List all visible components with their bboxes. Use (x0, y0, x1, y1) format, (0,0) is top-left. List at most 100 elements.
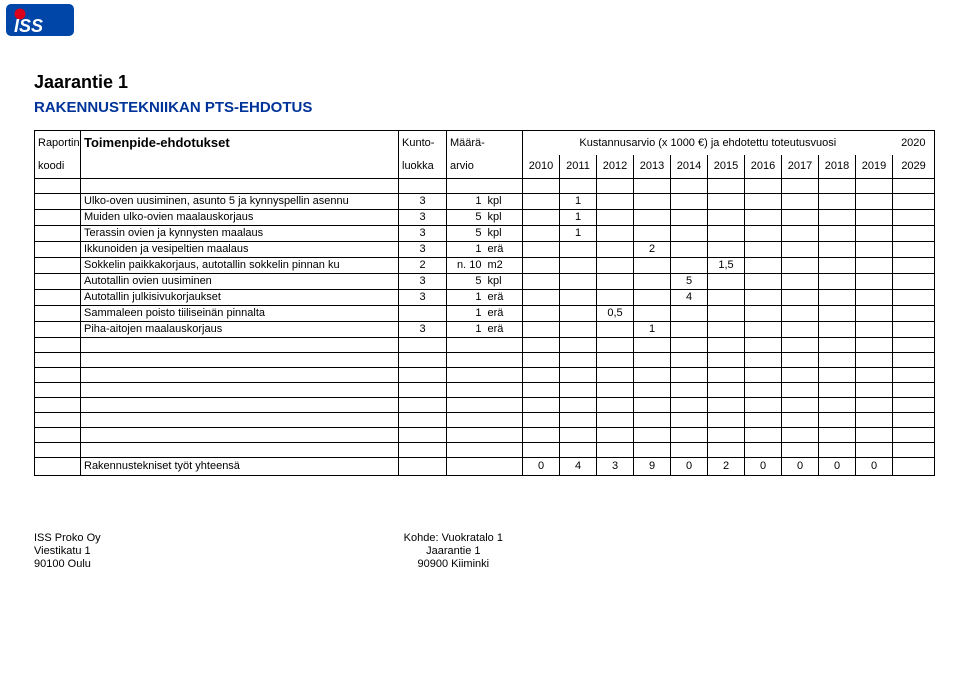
table-row: Ulko-oven uusiminen, asunto 5 ja kynnysp… (35, 194, 935, 210)
row-y5 (708, 194, 745, 210)
pts-table: Raportin Toimenpide-ehdotukset Kunto- Mä… (34, 130, 935, 476)
row-last (893, 274, 935, 290)
row-kunto: 3 (399, 210, 447, 226)
iss-logo: ISS (6, 4, 74, 36)
row-y4 (671, 322, 708, 338)
row-y0 (523, 306, 560, 322)
row-y4 (671, 194, 708, 210)
spacer-row (35, 179, 935, 194)
tot-8: 0 (819, 458, 856, 476)
footer-left-2: 90100 Oulu (34, 558, 101, 571)
hdr-y8: 2018 (819, 155, 856, 179)
row-code (35, 210, 81, 226)
row-last (893, 226, 935, 242)
row-y4: 4 (671, 290, 708, 306)
footer-left-1: Viestikatu 1 (34, 545, 101, 558)
row-code (35, 258, 81, 274)
table-row: Sammaleen poisto tiiliseinän pinnalta1er… (35, 306, 935, 322)
hdr-y3: 2013 (634, 155, 671, 179)
hdr-year-bottom: 2029 (893, 155, 935, 179)
hdr-y0: 2010 (523, 155, 560, 179)
hdr-kustannus: Kustannusarvio (x 1000 €) ja ehdotettu t… (523, 131, 893, 155)
row-y5 (708, 322, 745, 338)
row-last (893, 290, 935, 306)
footer-right-0: Jaarantie 1 (404, 545, 503, 558)
empty-row (35, 413, 935, 428)
hdr-y2: 2012 (597, 155, 634, 179)
row-y0 (523, 194, 560, 210)
row-kunto (399, 306, 447, 322)
tot-5: 2 (708, 458, 745, 476)
row-y7 (782, 194, 819, 210)
row-y3 (634, 210, 671, 226)
row-y8 (819, 210, 856, 226)
row-y2 (597, 194, 634, 210)
row-last (893, 242, 935, 258)
row-y4 (671, 258, 708, 274)
row-y4 (671, 210, 708, 226)
row-y2 (597, 290, 634, 306)
row-y6 (745, 306, 782, 322)
hdr-y5: 2015 (708, 155, 745, 179)
row-desc: Autotallin julkisivukorjaukset (81, 290, 399, 306)
row-y7 (782, 290, 819, 306)
row-y2 (597, 210, 634, 226)
row-maara-n: 5 (447, 226, 485, 242)
row-y7 (782, 210, 819, 226)
hdr-luokka: luokka (399, 155, 447, 179)
header-row-1: Raportin Toimenpide-ehdotukset Kunto- Mä… (35, 131, 935, 155)
row-y4 (671, 306, 708, 322)
row-y8 (819, 274, 856, 290)
row-last (893, 306, 935, 322)
hdr-toimenpide: Toimenpide-ehdotukset (81, 131, 399, 155)
hdr-y4: 2014 (671, 155, 708, 179)
row-y5 (708, 274, 745, 290)
table-row: Autotallin ovien uusiminen35kpl5 (35, 274, 935, 290)
row-y8 (819, 322, 856, 338)
tot-1: 4 (560, 458, 597, 476)
row-maara-u: m2 (485, 258, 523, 274)
row-y7 (782, 306, 819, 322)
row-code (35, 274, 81, 290)
row-y9 (856, 242, 893, 258)
row-code (35, 194, 81, 210)
table-row: Piha-aitojen maalauskorjaus31erä1 (35, 322, 935, 338)
row-y0 (523, 210, 560, 226)
hdr-koodi: koodi (35, 155, 81, 179)
row-y6 (745, 274, 782, 290)
row-y8 (819, 306, 856, 322)
hdr-arvio: arvio (447, 155, 523, 179)
row-y5 (708, 210, 745, 226)
row-y7 (782, 274, 819, 290)
row-y8 (819, 242, 856, 258)
row-y1 (560, 274, 597, 290)
row-desc: Muiden ulko-ovien maalauskorjaus (81, 210, 399, 226)
table-row: Terassin ovien ja kynnysten maalaus35kpl… (35, 226, 935, 242)
empty-row (35, 398, 935, 413)
row-y2 (597, 274, 634, 290)
row-last (893, 258, 935, 274)
row-y1: 1 (560, 226, 597, 242)
hdr-y7: 2017 (782, 155, 819, 179)
row-y3 (634, 226, 671, 242)
row-maara-n: 1 (447, 242, 485, 258)
section-title: RAKENNUSTEKNIIKAN PTS-EHDOTUS (34, 99, 926, 116)
row-y6 (745, 290, 782, 306)
row-y7 (782, 322, 819, 338)
row-y9 (856, 290, 893, 306)
row-y2 (597, 322, 634, 338)
row-y5 (708, 306, 745, 322)
row-last (893, 194, 935, 210)
row-kunto: 3 (399, 194, 447, 210)
row-y9 (856, 274, 893, 290)
page-title: Jaarantie 1 (34, 72, 926, 93)
row-y0 (523, 258, 560, 274)
row-y6 (745, 210, 782, 226)
row-y5: 1,5 (708, 258, 745, 274)
header-row-2: koodi luokka arvio 2010 2011 2012 2013 2… (35, 155, 935, 179)
row-code (35, 290, 81, 306)
row-y8 (819, 226, 856, 242)
row-maara-n: 1 (447, 194, 485, 210)
table-row: Sokkelin paikkakorjaus, autotallin sokke… (35, 258, 935, 274)
row-y9 (856, 210, 893, 226)
